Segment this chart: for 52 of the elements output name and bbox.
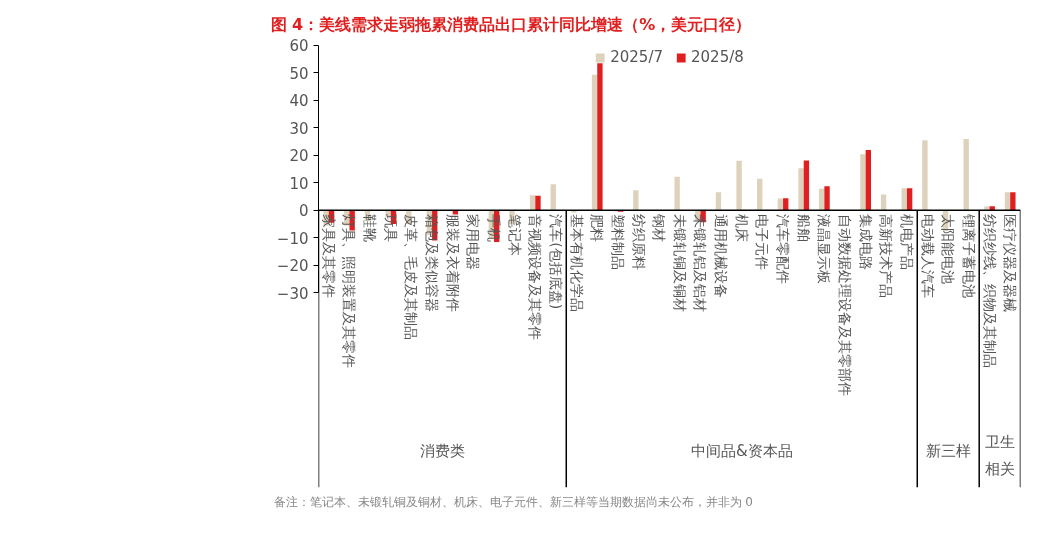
x-tick-label: 玩具: [382, 214, 399, 243]
legend-label: 2025/8: [691, 48, 744, 66]
x-tick-label: 机床: [733, 214, 750, 243]
x-tick-label: 电动载人汽车: [919, 214, 936, 299]
x-tick-label: 灯具、照明装置及其零件: [341, 214, 358, 369]
chart-title: 图 4：美线需求走弱拖累消费品出口累计同比增速（%，美元口径）: [270, 14, 752, 34]
x-tick-label: 家具及其零件: [320, 214, 337, 299]
x-tick-label: 通用机械设备: [713, 214, 730, 299]
x-tick-label: 纺织纱线、织物及其制品: [981, 214, 998, 369]
x-tick-label: 笔记本: [506, 214, 523, 257]
x-tick-label: 机电产品: [898, 214, 915, 271]
x-tick-label: 高新技术产品: [878, 214, 895, 299]
y-tick-label: 50: [289, 64, 309, 83]
x-tick-label: 电子元件: [754, 214, 771, 271]
x-tick-label: 未锻轧铜及铜材: [671, 214, 688, 313]
x-tick-label: 音视频设备及其零件: [527, 214, 544, 341]
text: 消费类: [419, 441, 465, 460]
text: 新三样: [925, 441, 971, 460]
y-tick-label: 40: [289, 92, 309, 111]
x-tick-label: 医疗仪器及器械: [1002, 214, 1019, 313]
x-tick-label: 家用电器: [465, 214, 482, 271]
x-tick-label: 集成电路: [857, 214, 874, 271]
y-tick-label: 0: [298, 202, 309, 221]
x-tick-label: 皮革、毛皮及其制品: [403, 214, 420, 341]
x-tick-label: 锂离子蓄电池: [960, 213, 977, 299]
y-tick-label: 60: [289, 37, 309, 56]
y-tick-label: 30: [289, 119, 309, 138]
text: 备注：笔记本、未锻轧铜及铜材、机床、电子元件、新三样等当期数据尚未公布，并非为 0: [273, 494, 753, 509]
x-tick-label: 肥料: [589, 214, 606, 243]
y-tick-label: −30: [276, 284, 309, 303]
y-tick-label: −20: [276, 257, 309, 276]
text: 中间品&资本品: [690, 441, 793, 460]
x-tick-label: 箱包及类似容器: [424, 214, 441, 313]
x-tick-label: 钢材: [651, 213, 668, 243]
x-tick-label: 未锻轧铝及铝材: [692, 214, 709, 313]
x-tick-label: 纺织原料: [630, 214, 647, 271]
y-tick-label: −10: [276, 229, 309, 248]
x-tick-label: 手机: [486, 214, 502, 243]
text: 卫生相关: [984, 433, 1015, 478]
y-tick-label: 10: [289, 174, 309, 193]
x-tick-label: 基本有机化学品: [568, 214, 585, 313]
y-tick-label: 20: [289, 147, 309, 166]
legend-label: 2025/7: [610, 48, 663, 66]
x-tick-label: 鞋靴: [362, 214, 379, 243]
x-tick-label: 汽车(包括底盘): [547, 214, 564, 310]
x-tick-label: 汽车零配件: [775, 214, 792, 285]
x-tick-label: 自动数据处理设备及其零部件: [837, 214, 853, 397]
x-tick-label: 船舶: [795, 214, 812, 243]
x-tick-label: 液晶显示板: [816, 214, 833, 285]
x-tick-label: 太阳能电池: [940, 214, 957, 285]
x-tick-label: 塑料制品: [609, 214, 626, 271]
x-tick-label: 服装及衣着附件: [444, 214, 461, 313]
